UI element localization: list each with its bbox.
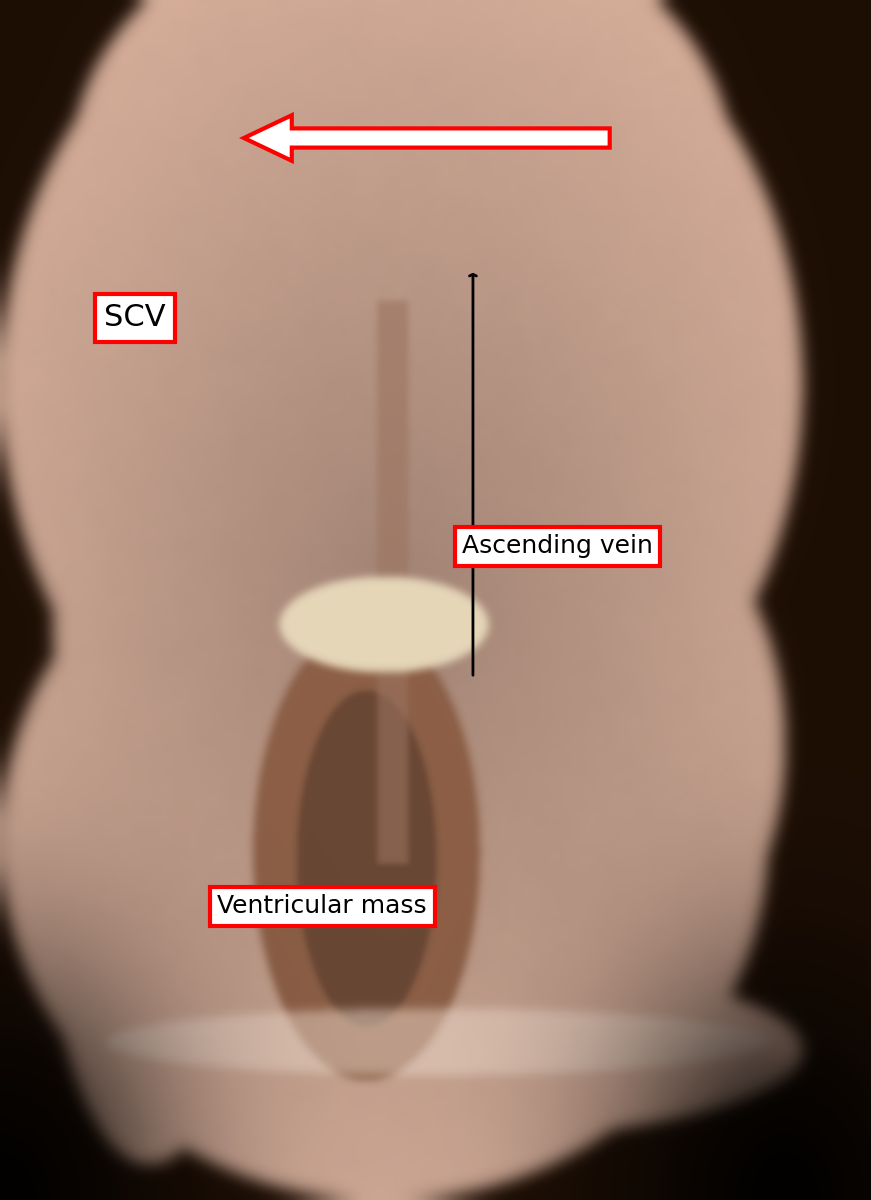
Text: Ventricular mass: Ventricular mass: [218, 894, 427, 918]
Text: SCV: SCV: [105, 304, 165, 332]
Text: Ascending vein: Ascending vein: [462, 534, 653, 558]
FancyArrow shape: [244, 115, 610, 161]
